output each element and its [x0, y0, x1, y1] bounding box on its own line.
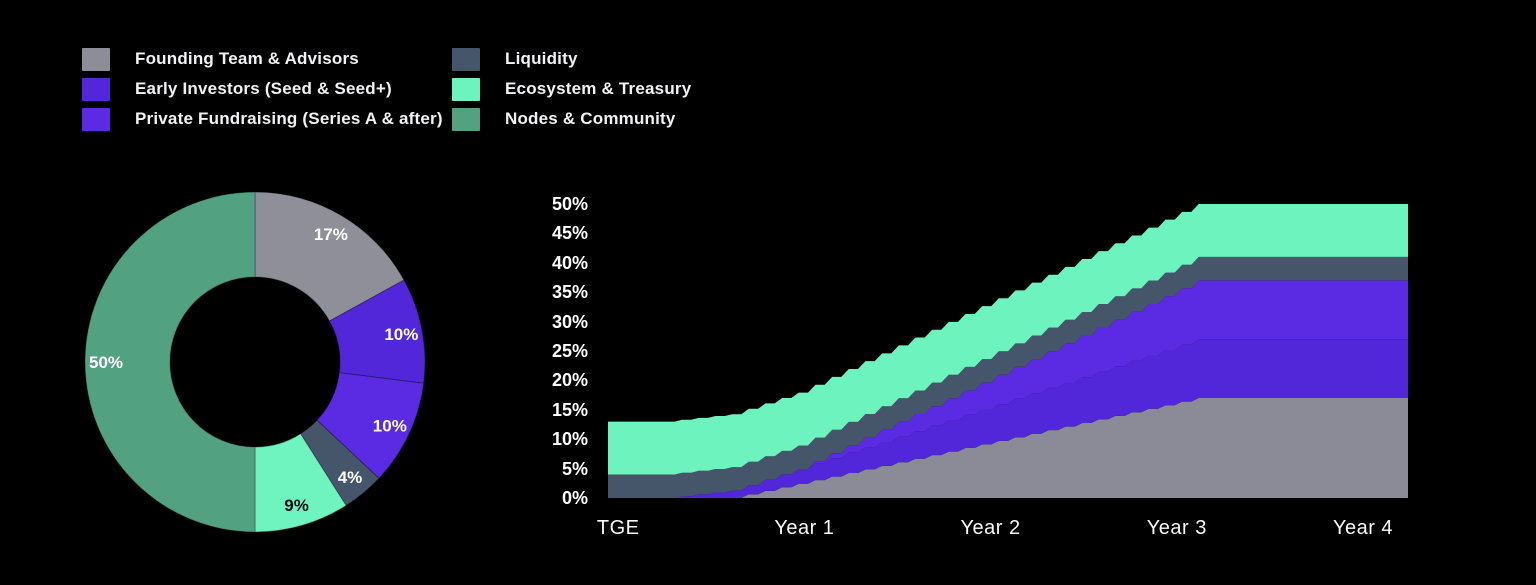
x-tick-year-1: Year 1 [774, 517, 835, 539]
legend-swatch-founding [82, 47, 110, 71]
donut-slice-nodes [85, 192, 256, 532]
donut-label-liquidity: 4% [338, 468, 363, 487]
area-layer-early [608, 339, 1408, 498]
y-tick-0pct: 0% [561, 488, 588, 508]
donut-label-founding: 17% [314, 225, 348, 244]
y-tick-5pct: 5% [561, 458, 588, 479]
legend-column-1: Founding Team & Advisors Early Investors … [82, 44, 443, 134]
y-tick-20pct: 20% [551, 370, 588, 391]
legend-label-ecosystem: Ecosystem & Treasury [505, 79, 692, 98]
area-layer-founding [608, 398, 1408, 498]
x-tick-tge: TGE [596, 517, 640, 539]
legend-label-early: Early Investors (Seed & Seed+) [135, 79, 392, 98]
y-tick-10pct: 10% [551, 429, 588, 450]
legend-swatch-private [82, 107, 110, 131]
y-tick-40pct: 40% [551, 252, 588, 273]
donut-chart: 17% 10% 10% 4% 9% 50% [85, 192, 425, 532]
legend-swatch-liquidity [452, 47, 480, 71]
area-layer-private [608, 280, 1408, 498]
vesting-area-chart [608, 204, 1408, 498]
area-layer-ecosystem [608, 204, 1408, 475]
legend-swatch-early [82, 77, 110, 101]
y-tick-45pct: 45% [551, 223, 588, 244]
y-tick-50pct: 50% [551, 194, 588, 214]
legend-item-private[interactable]: Private Fundraising (Series A & after) [82, 104, 443, 134]
donut-label-nodes: 50% [89, 353, 123, 372]
legend-label-liquidity: Liquidity [505, 49, 578, 68]
legend-swatch-nodes [452, 107, 480, 131]
y-tick-15pct: 15% [551, 399, 588, 420]
legend-item-liquidity[interactable]: Liquidity [452, 44, 691, 74]
legend-column-2: Liquidity Ecosystem & Treasury Nodes & Com… [452, 44, 691, 134]
legend-item-founding[interactable]: Founding Team & Advisors [82, 44, 443, 74]
legend-label-nodes: Nodes & Community [505, 109, 676, 128]
legend-item-ecosystem[interactable]: Ecosystem & Treasury [452, 74, 691, 104]
donut-slice-founding [254, 192, 405, 322]
donut-slice-ecosystem [254, 433, 347, 532]
donut-label-early: 10% [384, 325, 418, 344]
donut-label-private: 10% [373, 416, 407, 435]
x-tick-year-3: Year 3 [1146, 517, 1207, 539]
donut-slice-private [316, 372, 425, 480]
legend-swatch-ecosystem [452, 77, 480, 101]
x-tick-year-4: Year 4 [1332, 517, 1394, 539]
x-tick-year-2: Year 2 [960, 517, 1021, 539]
y-tick-35pct: 35% [551, 282, 588, 303]
donut-label-ecosystem: 9% [284, 496, 309, 515]
legend-label-founding: Founding Team & Advisors [135, 49, 359, 68]
area-layer-liquidity [608, 256, 1408, 498]
legend-item-early[interactable]: Early Investors (Seed & Seed+) [82, 74, 443, 104]
y-tick-30pct: 30% [551, 311, 588, 332]
y-tick-25pct: 25% [551, 341, 588, 361]
legend-item-nodes[interactable]: Nodes & Community [452, 104, 691, 134]
donut-slice-early [328, 279, 425, 384]
legend-label-private: Private Fundraising (Series A & after) [135, 109, 443, 128]
